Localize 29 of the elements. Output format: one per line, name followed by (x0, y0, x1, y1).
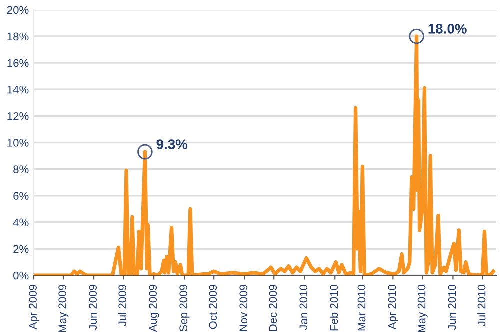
y-tick-label: 16% (8, 59, 29, 68)
annotation: 9.3% (156, 140, 188, 150)
y-tick-label: 18% (8, 32, 29, 41)
x-tick-label: Feb 2010 (330, 285, 338, 331)
x-tick-label: Jul 2010 (478, 285, 486, 326)
y-tick-label: 10% (8, 139, 29, 147)
x-tick-label: Sep 2009 (180, 285, 190, 332)
y-tick-label: 14% (8, 86, 29, 94)
x-tick-label: Apr 2009 (29, 285, 40, 330)
y-tick-label: 12% (8, 112, 29, 120)
x-tick-label: May 2010 (418, 285, 428, 332)
x-tick-label: Jun 2010 (448, 285, 456, 330)
x-tick-label: Oct 2009 (209, 285, 218, 330)
y-tick-label: 4% (13, 218, 29, 227)
y-tick-label: 6% (14, 192, 29, 200)
x-tick-label: May 2009 (58, 285, 69, 332)
y-tick-label: 0% (14, 272, 29, 280)
annotation: 18.0% (428, 24, 467, 34)
x-tick-label: Nov 2009 (240, 285, 248, 332)
x-tick-label: Jun 2009 (89, 285, 98, 330)
x-tick-label: Jul 2009 (118, 285, 127, 326)
y-tick-label: 2% (14, 245, 29, 254)
x-tick-label: Dec 2009 (269, 285, 278, 332)
x-tick-label: Apr 2010 (388, 285, 398, 330)
x-tick-label: Aug 2009 (149, 285, 160, 332)
x-tick-label: Jan 2010 (300, 285, 308, 330)
x-tick-label: Mar 2010 (358, 285, 366, 331)
y-tick-label: 20% (7, 6, 29, 14)
y-tick-label: 8% (14, 166, 29, 174)
